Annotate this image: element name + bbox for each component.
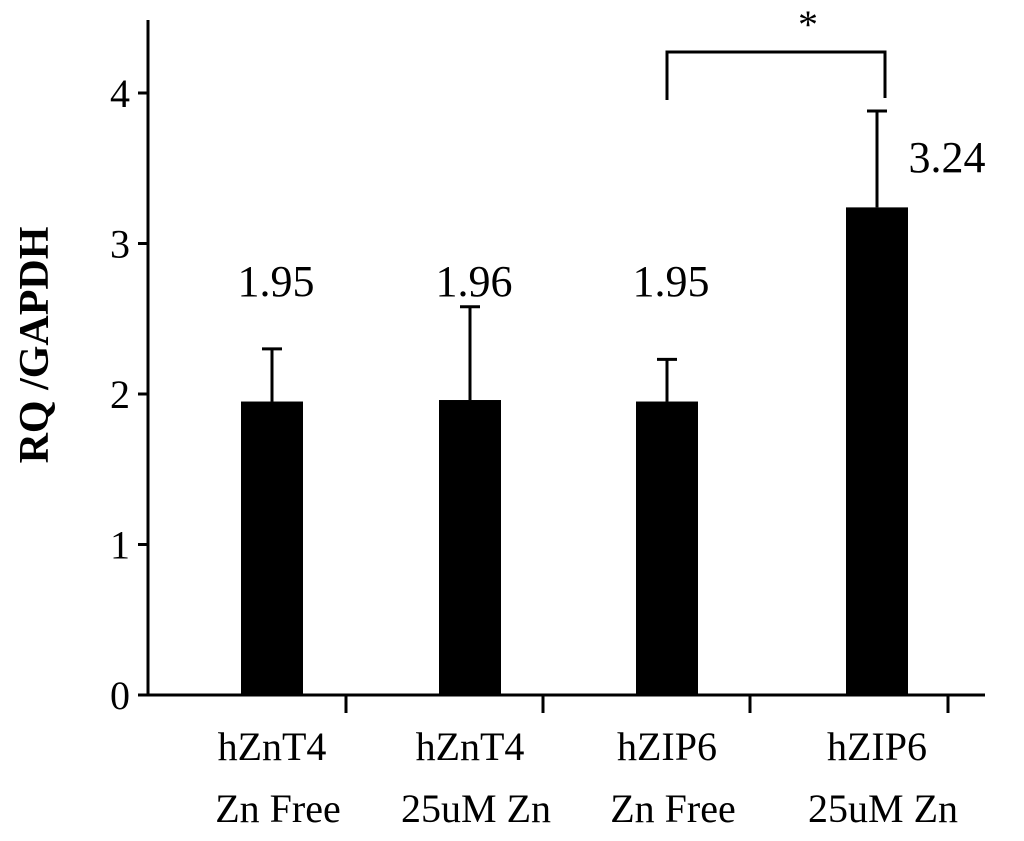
y-tick-label: 4 (110, 71, 130, 116)
bars (241, 207, 908, 695)
y-tick-label: 3 (110, 222, 130, 267)
category-label-line2: 25uM Zn (808, 786, 958, 831)
data-label: 1.95 (238, 257, 315, 306)
error-bars (262, 109, 887, 402)
data-label: 1.95 (633, 257, 710, 306)
category-label-line2: 25uM Zn (401, 786, 551, 831)
category-label-line1: hZnT4 (416, 724, 525, 769)
category-labels: hZnT4 Zn Free hZnT4 25uM Zn hZIP6 Zn Free hZIP… (215, 724, 958, 831)
y-tick-label: 0 (110, 673, 130, 718)
category-label-line1: hZIP6 (827, 724, 927, 769)
x-axis (148, 693, 985, 713)
significance-marker: * (798, 2, 818, 47)
y-tick-label: 2 (110, 372, 130, 417)
significance-line (665, 50, 887, 100)
bar (241, 401, 303, 695)
category-label-line2: Zn Free (610, 786, 736, 831)
significance-bracket: * (665, 2, 887, 100)
category-label-line2: Zn Free (215, 786, 341, 831)
data-labels: 1.95 1.96 1.95 3.24 (238, 133, 986, 306)
category-label-line1: hZnT4 (218, 724, 327, 769)
y-axis-label: RQ /GAPDH (12, 227, 58, 464)
y-axis: 0 1 2 3 4 (110, 20, 150, 718)
data-label: 1.96 (436, 257, 513, 306)
bar (439, 400, 501, 695)
data-label: 3.24 (909, 133, 986, 182)
y-tick-label: 1 (110, 523, 130, 568)
category-label-line1: hZIP6 (617, 724, 717, 769)
bar (846, 207, 908, 695)
bar (636, 401, 698, 695)
